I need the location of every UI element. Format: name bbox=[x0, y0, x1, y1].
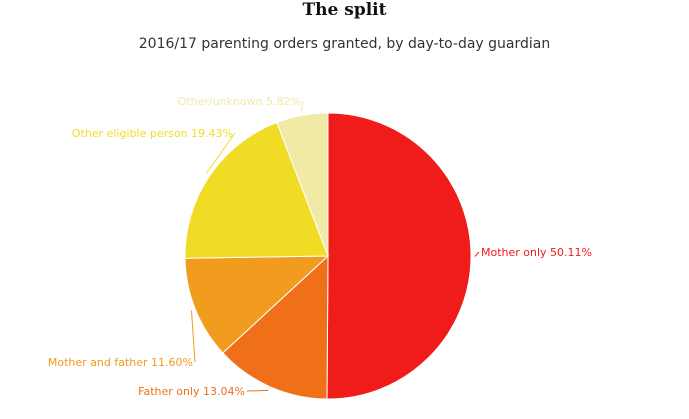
data-label: Other eligible person 19.43% bbox=[72, 127, 233, 140]
data-label: Mother only 50.11% bbox=[481, 246, 592, 259]
leader-line bbox=[474, 251, 480, 257]
leader-line bbox=[190, 310, 196, 363]
data-label: Father only 13.04% bbox=[138, 385, 245, 398]
chart-title: The split bbox=[302, 0, 387, 20]
leader-line bbox=[300, 100, 304, 112]
pie-slice-father-only bbox=[222, 254, 329, 400]
pie-slice-other-eligible-person bbox=[184, 121, 329, 259]
leader-line bbox=[205, 132, 236, 174]
chart-subtitle: 2016/17 parenting orders granted, by day… bbox=[138, 36, 551, 52]
data-label: Other/unknown 5.82% bbox=[178, 95, 301, 108]
data-label: Mother and father 11.60% bbox=[48, 356, 193, 369]
pie-slice-mother-only bbox=[326, 112, 472, 400]
pie-slice-other-unknown bbox=[276, 112, 329, 257]
leader-line bbox=[246, 389, 269, 392]
pie-slice-mother-and-father bbox=[184, 255, 330, 354]
